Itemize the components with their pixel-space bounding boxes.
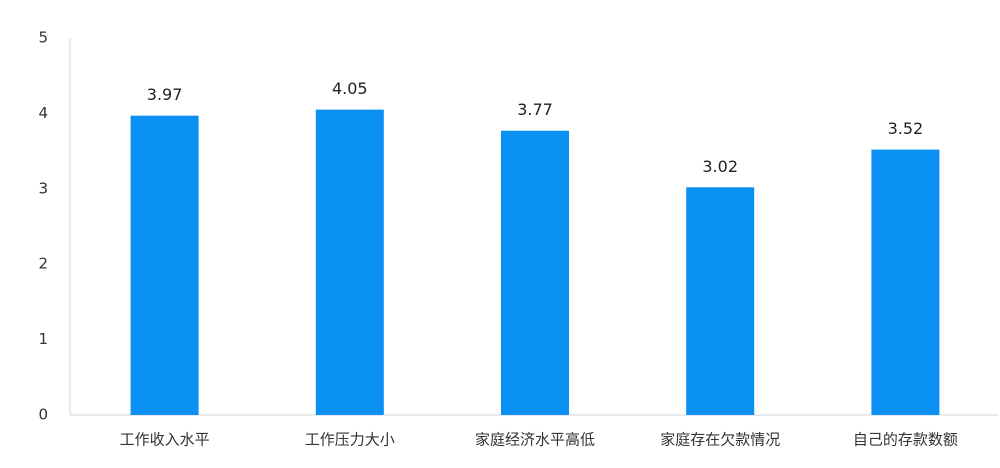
- value-label: 3.52: [888, 119, 924, 138]
- y-tick-label: 4: [38, 104, 48, 122]
- x-tick-label: 自己的存款数额: [853, 431, 958, 449]
- y-tick-label: 5: [38, 29, 48, 47]
- x-tick-label: 家庭存在欠款情况: [660, 431, 780, 449]
- value-label: 3.02: [702, 157, 738, 176]
- bar: [315, 109, 384, 415]
- bar: [130, 115, 199, 416]
- bar: [871, 149, 940, 416]
- y-tick-label: 2: [38, 255, 48, 273]
- value-label: 3.77: [517, 100, 553, 119]
- value-label: 4.05: [332, 79, 368, 98]
- x-tick-label: 工作收入水平: [120, 431, 210, 449]
- y-tick-label: 1: [38, 330, 48, 348]
- value-label: 3.97: [147, 85, 183, 104]
- x-tick-label: 工作压力大小: [305, 431, 395, 449]
- x-tick-label: 家庭经济水平高低: [475, 431, 595, 449]
- bar: [686, 187, 755, 415]
- bar: [501, 130, 569, 415]
- y-tick-label: 3: [38, 179, 48, 197]
- y-tick-label: 0: [38, 406, 48, 424]
